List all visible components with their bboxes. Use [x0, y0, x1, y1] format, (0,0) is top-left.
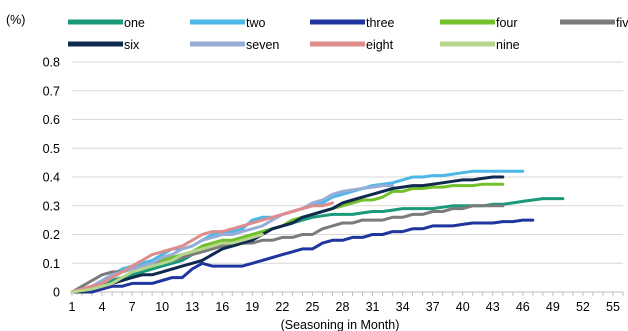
legend-item-two: two — [190, 16, 266, 30]
legend-label: eight — [366, 38, 394, 52]
y-tick-label: 0.7 — [43, 84, 60, 98]
x-tick-label: 7 — [129, 300, 136, 314]
y-tick-label: 0.1 — [43, 257, 60, 271]
legend-item-seven: seven — [190, 38, 279, 52]
y-axis: 0 0.1 0.2 0.3 0.4 0.5 0.6 0.7 0.8 — [43, 56, 60, 300]
legend-item-five: five — [560, 16, 628, 30]
x-tick-label: 19 — [245, 300, 259, 314]
legend-item-six: six — [68, 38, 140, 52]
series-line-five — [70, 204, 505, 294]
x-tick-label: 28 — [336, 300, 350, 314]
legend-item-eight: eight — [310, 38, 394, 52]
legend-label: seven — [246, 38, 279, 52]
plot-area — [70, 169, 565, 294]
x-tick-label: 52 — [576, 300, 590, 314]
y-tick-label: 0.2 — [43, 228, 60, 242]
series-line-six — [70, 175, 505, 294]
legend-label: one — [124, 16, 145, 30]
gridlines — [72, 61, 623, 264]
series-line-three — [70, 218, 535, 294]
x-tick-label: 31 — [366, 300, 380, 314]
legend-label: four — [496, 16, 518, 30]
y-tick-label: 0.6 — [43, 113, 60, 127]
legend: one two three four five six seven eight nine — [68, 16, 628, 52]
y-tick-label: 0.4 — [43, 171, 60, 185]
legend-label: six — [124, 38, 140, 52]
series-line-nine — [70, 233, 264, 294]
legend-item-one: one — [68, 16, 145, 30]
legend-item-four: four — [440, 16, 518, 30]
legend-label: five — [616, 16, 628, 30]
x-tick-label: 22 — [275, 300, 289, 314]
x-tick-label: 13 — [185, 300, 199, 314]
legend-label: three — [366, 16, 395, 30]
y-axis-title: (%) — [6, 13, 25, 27]
legend-item-nine: nine — [440, 38, 520, 52]
x-axis: 1 4 7 10 13 16 19 22 25 28 31 34 37 40 43 46 49 52 55 — [69, 291, 624, 314]
x-tick-label: 40 — [456, 300, 470, 314]
x-tick-label: 1 — [69, 300, 76, 314]
x-tick-label: 49 — [546, 300, 560, 314]
x-tick-label: 16 — [215, 300, 229, 314]
x-tick-label: 43 — [486, 300, 500, 314]
x-tick-label: 25 — [305, 300, 319, 314]
x-tick-label: 55 — [606, 300, 620, 314]
y-tick-label: 0 — [53, 286, 60, 300]
x-tick-label: 46 — [516, 300, 530, 314]
x-tick-label: 10 — [155, 300, 169, 314]
legend-item-three: three — [310, 16, 395, 30]
legend-label: nine — [496, 38, 520, 52]
series-line-eight — [70, 201, 334, 294]
y-tick-label: 0.8 — [43, 56, 60, 70]
x-tick-label: 37 — [426, 300, 440, 314]
legend-label: two — [246, 16, 266, 30]
x-tick-label: 4 — [99, 300, 106, 314]
y-tick-label: 0.5 — [43, 142, 60, 156]
x-tick-label: 34 — [396, 300, 410, 314]
y-tick-label: 0.3 — [43, 199, 60, 213]
x-axis-title: (Seasoning in Month) — [281, 318, 400, 331]
